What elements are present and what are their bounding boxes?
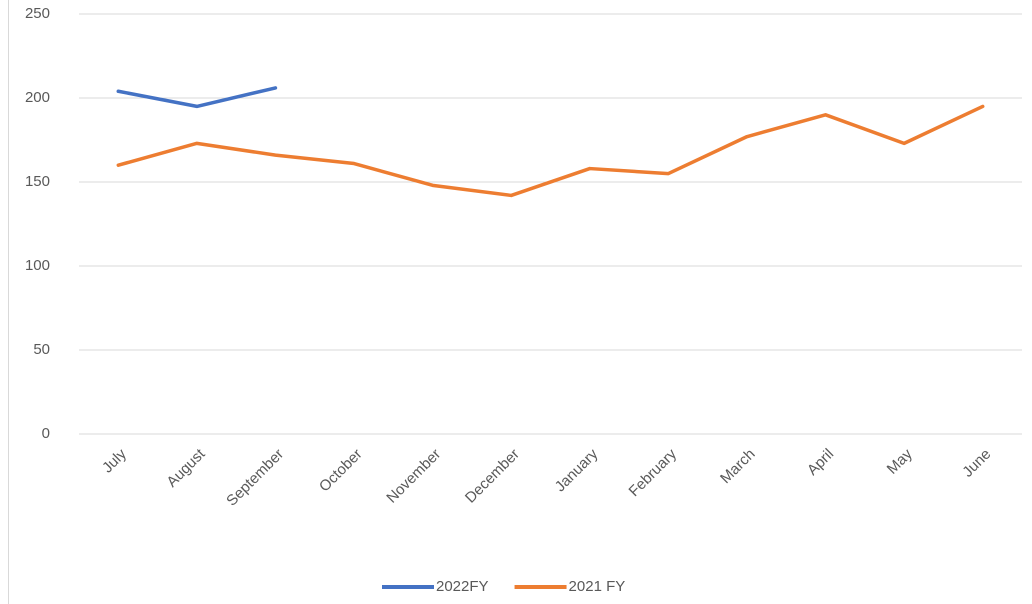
x-tick-label: March (717, 446, 758, 487)
series-line (116, 104, 985, 198)
x-tick-label: August (163, 445, 209, 491)
x-tick-label: January (552, 445, 602, 495)
y-tick-label: 200 (25, 89, 50, 106)
legend-label: 2021 FY (569, 578, 626, 595)
x-tick-label: May (884, 445, 916, 477)
y-tick-label: 250 (25, 5, 50, 22)
y-tick-label: 0 (42, 425, 50, 442)
y-tick-label: 50 (33, 341, 50, 358)
y-tick-label: 100 (25, 257, 50, 274)
x-tick-label: July (99, 445, 130, 476)
x-tick-label: February (626, 445, 681, 500)
series-line (116, 86, 278, 109)
x-tick-label: November (383, 446, 444, 507)
x-tick-label: October (316, 446, 366, 496)
y-tick-label: 150 (25, 173, 50, 190)
x-tick-label: December (462, 446, 523, 507)
x-tick-label: September (223, 446, 287, 510)
x-tick-label: June (959, 446, 994, 481)
x-tick-label: April (804, 446, 837, 479)
legend-label: 2022FY (436, 578, 489, 595)
